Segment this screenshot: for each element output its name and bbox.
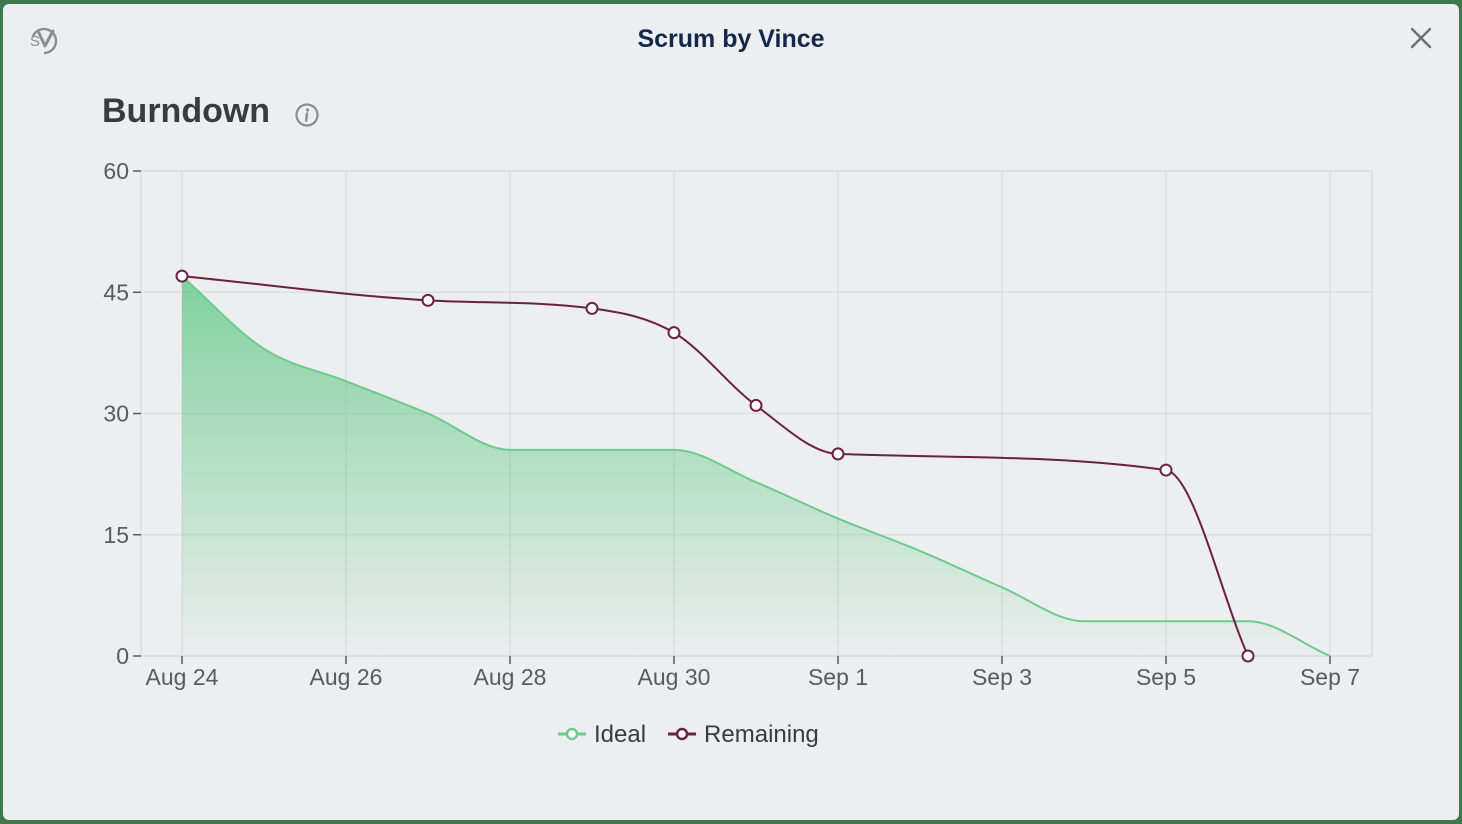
section-title: Burndown: [102, 92, 271, 130]
remaining-point[interactable]: [1159, 463, 1173, 477]
app-title: Scrum by Vince: [637, 25, 825, 53]
chart-axes: 0 15 30 45 60 Aug 24 Aug 26 Aug 28 Aug 30 Sep 1 Se…: [103, 158, 1360, 690]
legend-marker: [565, 727, 579, 741]
sv-logo-icon: S: [27, 24, 63, 58]
y-tick-label: 45: [103, 279, 129, 305]
x-tick-label: Sep 3: [972, 664, 1032, 690]
close-button[interactable]: [1407, 24, 1435, 52]
y-tick-label: 30: [103, 401, 129, 427]
remaining-point[interactable]: [831, 447, 845, 461]
ideal-line: [181, 275, 1331, 657]
x-tick-label: Sep 1: [808, 664, 868, 690]
legend-marker: [675, 727, 689, 741]
remaining-point[interactable]: [421, 293, 435, 307]
y-tick-label: 15: [103, 522, 129, 548]
legend-item-remaining[interactable]: Remaining: [668, 721, 819, 748]
x-tick-label: Aug 24: [146, 664, 219, 690]
burndown-modal: S Scrum by Vince Burndown 0 15 30 45 60 Aug 2…: [3, 4, 1459, 820]
chart-series: [175, 269, 1331, 663]
x-tick-label: Aug 26: [310, 664, 383, 690]
chart-legend: Ideal Remaining: [558, 721, 819, 748]
y-tick-label: 60: [103, 158, 129, 184]
remaining-point[interactable]: [1241, 649, 1255, 663]
x-tick-label: Aug 30: [638, 664, 711, 690]
x-tick-label: Aug 28: [474, 664, 547, 690]
x-tick-label: Sep 5: [1136, 664, 1196, 690]
y-tick-label: 0: [116, 643, 129, 669]
close-icon[interactable]: [1407, 24, 1435, 52]
x-tick-label: Sep 7: [1300, 664, 1360, 690]
burndown-chart: 0 15 30 45 60 Aug 24 Aug 26 Aug 28 Aug 30 Sep 1 Se…: [103, 158, 1373, 748]
remaining-point[interactable]: [667, 326, 681, 340]
legend-label: Remaining: [704, 721, 819, 748]
legend-label: Ideal: [594, 721, 646, 748]
remaining-point[interactable]: [175, 269, 189, 283]
remaining-point[interactable]: [749, 398, 763, 412]
svg-text:S: S: [30, 33, 40, 50]
info-icon[interactable]: [294, 102, 320, 128]
legend-item-ideal[interactable]: Ideal: [558, 721, 646, 748]
remaining-point[interactable]: [585, 301, 599, 315]
ideal-area: [182, 276, 1330, 656]
